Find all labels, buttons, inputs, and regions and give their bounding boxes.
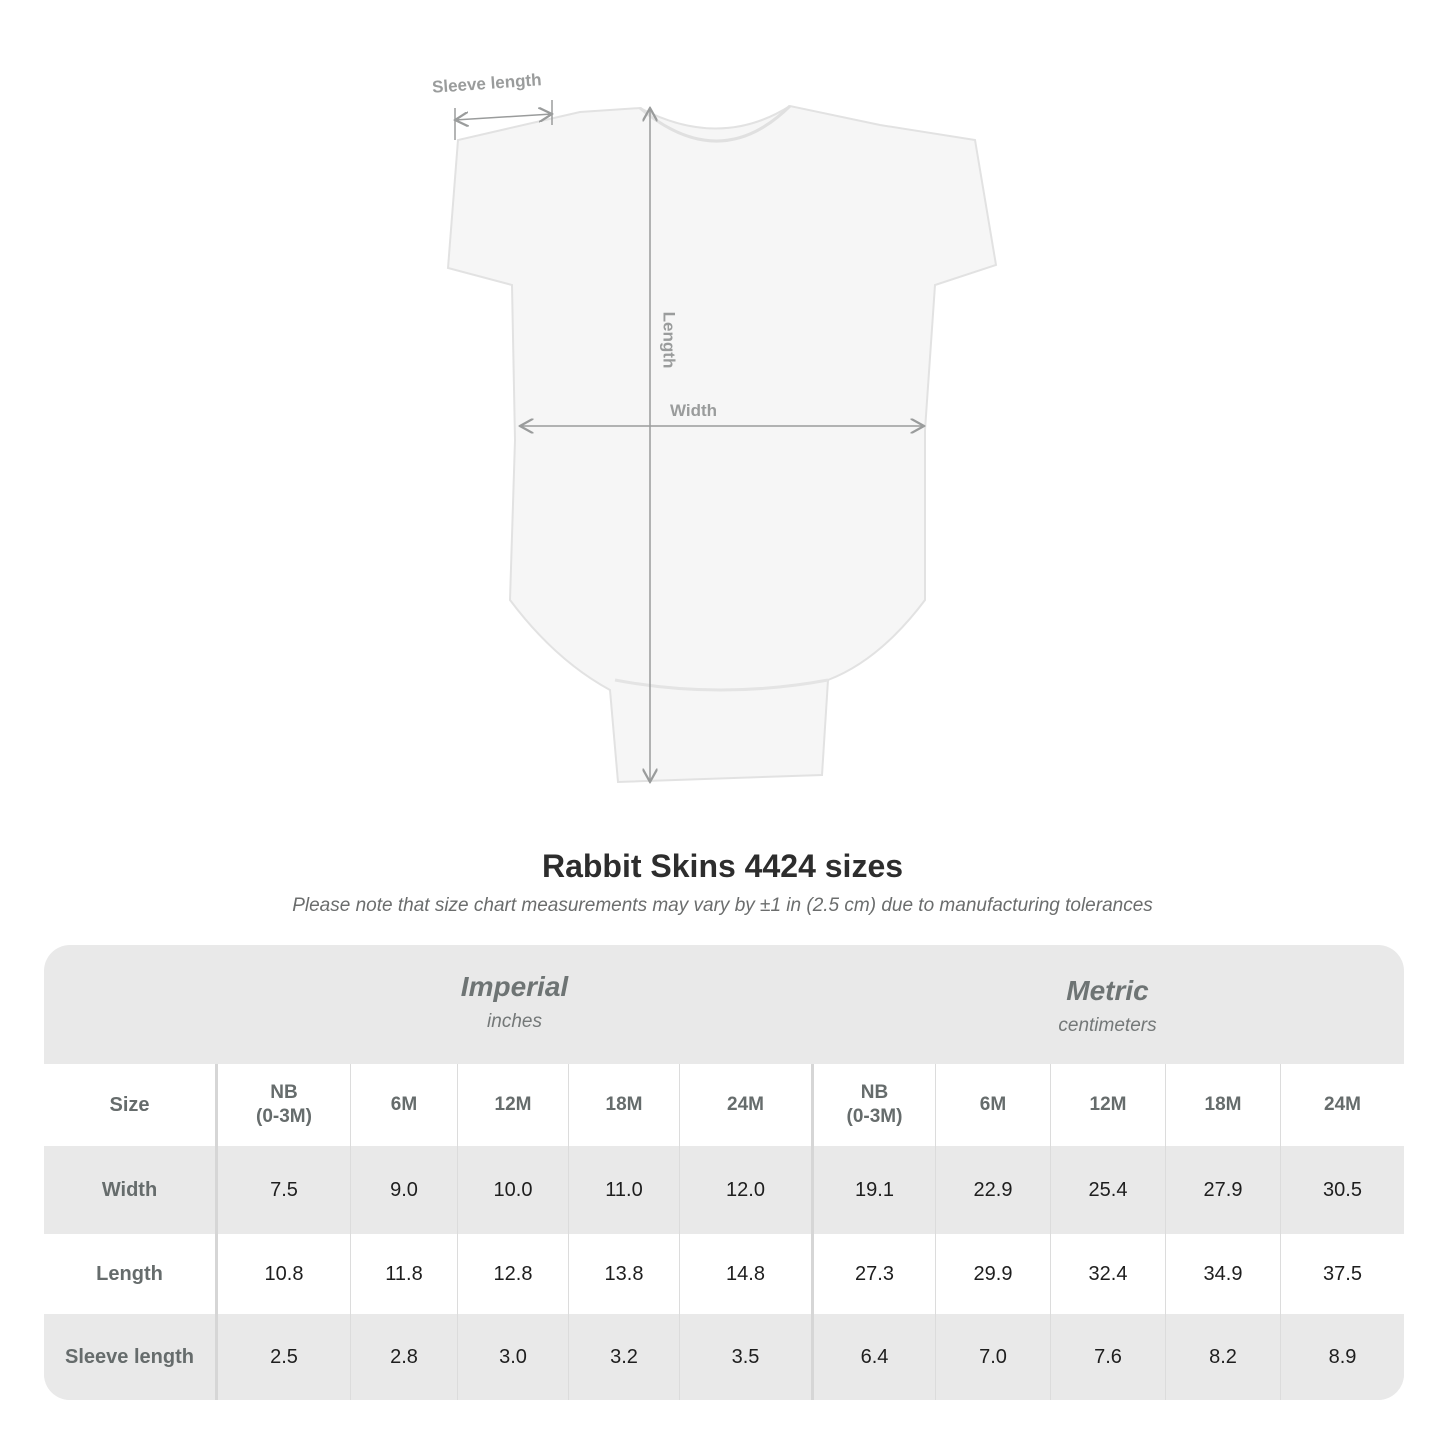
- size-header-cell: 18M: [568, 1064, 679, 1146]
- value-cell: 25.4: [1050, 1146, 1165, 1234]
- size-header-cell: NB (0-3M): [256, 1082, 312, 1127]
- size-header-cell: 6M: [350, 1064, 457, 1146]
- value-cell: 19.1: [811, 1146, 935, 1234]
- size-header-cell: 24M: [679, 1064, 811, 1146]
- value-cell: 2.8: [350, 1314, 457, 1400]
- imperial-unit: inches: [487, 1011, 542, 1032]
- value-cell: 32.4: [1050, 1234, 1165, 1314]
- value-cell: 14.8: [679, 1234, 811, 1314]
- value-cell: 30.5: [1280, 1146, 1404, 1234]
- value-cell: 6.4: [811, 1314, 935, 1400]
- tolerance-note: Please note that size chart measurements…: [292, 895, 1153, 916]
- value-cell: 7.6: [1050, 1314, 1165, 1400]
- width-label: Width: [670, 401, 718, 420]
- value-cell: 7.5: [270, 1178, 298, 1201]
- metric-unit: centimeters: [1058, 1015, 1157, 1036]
- value-cell: 3.5: [679, 1314, 811, 1400]
- sleeve-length-row: Sleeve length 2.5 2.8 3.0 3.2 3.5 6.4 7.0 7.6 8.2…: [44, 1314, 1404, 1400]
- metric-label: Metric: [1066, 975, 1149, 1006]
- size-header-cell: 6M: [935, 1064, 1050, 1146]
- sleeve-arrow: [455, 114, 552, 120]
- value-cell: 12.0: [679, 1146, 811, 1234]
- width-row: Width 7.5 9.0 10.0 11.0 12.0 19.1 22.9 25.4 27.9 3…: [44, 1146, 1404, 1234]
- value-cell: 8.2: [1165, 1314, 1280, 1400]
- chart-title: Rabbit Skins 4424 sizes: [541, 848, 904, 884]
- value-cell: 37.5: [1280, 1234, 1404, 1314]
- value-cell: 3.0: [457, 1314, 568, 1400]
- onesie-illustration: [446, 100, 998, 800]
- size-table: Imperial inches Metric centimeters Size N…: [44, 945, 1404, 1400]
- value-cell: 3.2: [568, 1314, 679, 1400]
- metric-header: Metric centimeters: [811, 945, 1404, 1094]
- value-cell: 11.8: [350, 1234, 457, 1314]
- size-header-cell: 12M: [457, 1064, 568, 1146]
- row-label: Width: [44, 1146, 218, 1234]
- value-cell: 29.9: [935, 1234, 1050, 1314]
- imperial-header: Imperial inches: [218, 945, 811, 1090]
- imperial-label: Imperial: [460, 971, 569, 1002]
- value-cell: 11.0: [568, 1146, 679, 1234]
- value-cell: 34.9: [1165, 1234, 1280, 1314]
- value-cell: 10.8: [264, 1262, 304, 1285]
- row-label: Size: [44, 1064, 218, 1146]
- onesie-body: [446, 104, 998, 784]
- value-cell: 22.9: [935, 1146, 1050, 1234]
- value-cell: 9.0: [350, 1146, 457, 1234]
- row-label: Sleeve length: [44, 1314, 218, 1400]
- value-cell: 7.0: [935, 1314, 1050, 1400]
- value-cell: 2.5: [270, 1345, 298, 1368]
- size-header-cell: 12M: [1050, 1064, 1165, 1146]
- value-cell: 8.9: [1280, 1314, 1404, 1400]
- value-cell: 27.3: [811, 1234, 935, 1314]
- length-label: Length: [659, 311, 679, 369]
- row-label: Length: [44, 1234, 218, 1314]
- value-cell: 12.8: [457, 1234, 568, 1314]
- length-row: Length 10.8 11.8 12.8 13.8 14.8 27.3 29.9 32.4 34…: [44, 1234, 1404, 1314]
- size-header-cell: 18M: [1165, 1064, 1280, 1146]
- size-header-row: Size NB (0-3M) 6M 12M 18M 24M NB (0-3M) 6M 12M 18…: [44, 1064, 1404, 1146]
- value-cell: 10.0: [457, 1146, 568, 1234]
- value-cell: 27.9: [1165, 1146, 1280, 1234]
- size-header-cell: 24M: [1280, 1064, 1404, 1146]
- value-cell: 13.8: [568, 1234, 679, 1314]
- size-header-cell: NB (0-3M): [811, 1064, 935, 1146]
